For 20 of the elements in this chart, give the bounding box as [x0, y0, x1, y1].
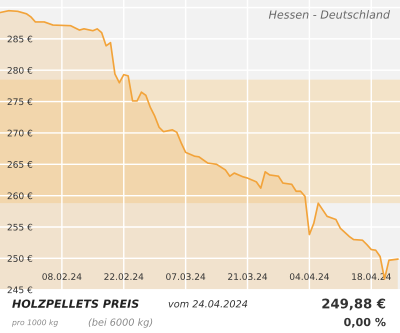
x-tick-label: 21.03.24	[228, 273, 268, 280]
x-tick-label: 08.02.24	[42, 273, 82, 280]
text: HOLZPELLETS PREIS	[12, 300, 139, 308]
x-tick-label: 22.02.24	[104, 273, 144, 280]
y-tick-label: 260 €	[8, 192, 32, 200]
x-tick-label: 04.04.24	[290, 273, 329, 280]
y-tick-label: 265 €	[8, 161, 32, 168]
text: 249,88 €	[322, 298, 386, 310]
y-tick-label: 270 €	[8, 130, 32, 136]
y-tick-label: 250 €	[8, 255, 32, 262]
x-tick-label: 07.03.24	[166, 273, 206, 280]
y-tick-label: 285 €	[8, 36, 32, 42]
y-tick-label: 245 €	[8, 286, 32, 294]
text: 0,00 %	[344, 318, 386, 328]
y-tick-label: 280 €	[8, 66, 32, 74]
y-tick-label: 255 €	[8, 224, 32, 231]
text: vom 24.04.2024	[168, 300, 248, 308]
y-tick-label: 275 €	[8, 98, 32, 106]
text: (bei 6000 kg)	[88, 318, 152, 328]
text: Hessen - Deutschland	[268, 10, 390, 19]
